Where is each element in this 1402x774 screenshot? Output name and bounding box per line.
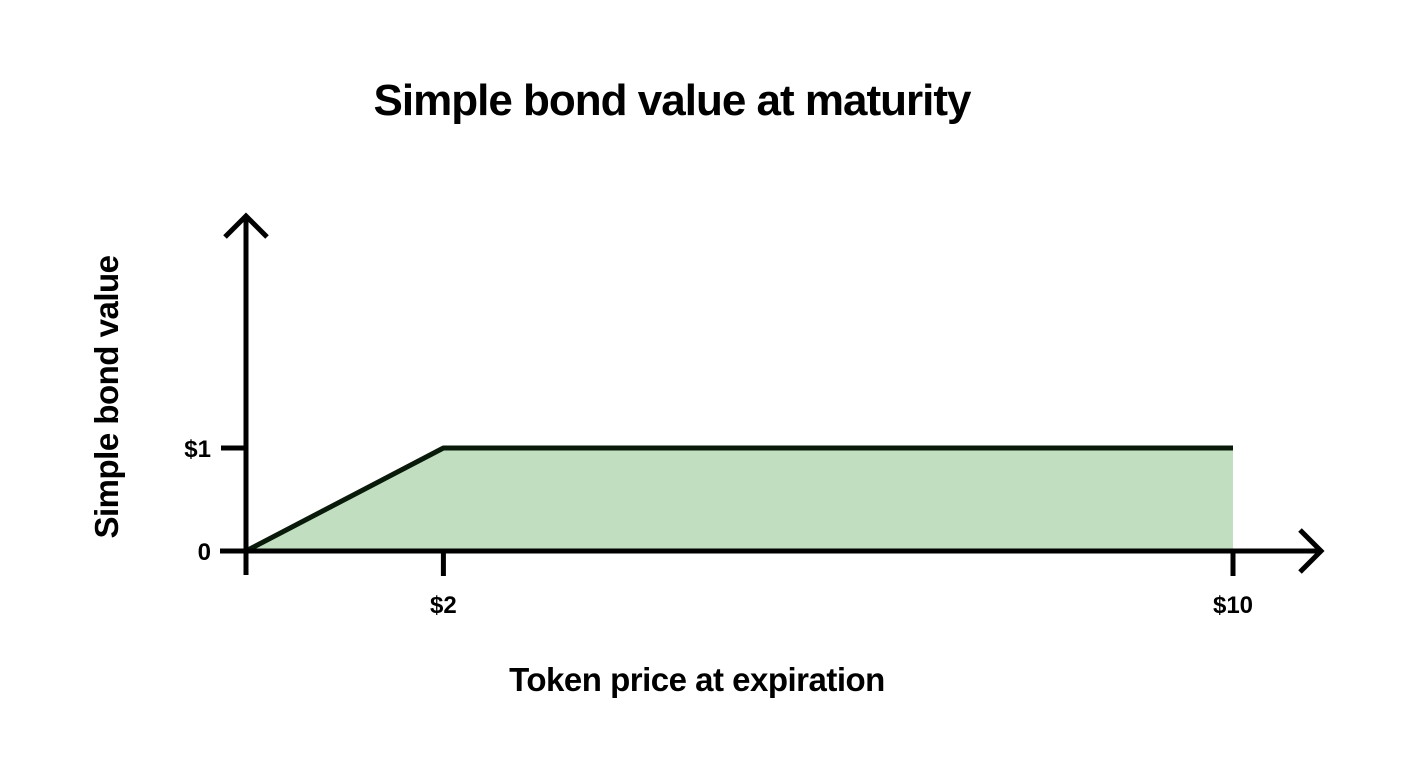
ticks: $2 $10 0 $1 bbox=[184, 436, 1253, 619]
x-axis-arrowhead bbox=[1298, 528, 1325, 574]
x-axis-label: Token price at expiration bbox=[509, 661, 885, 698]
y-tick-label: $1 bbox=[184, 436, 211, 463]
series-line bbox=[244, 445, 1233, 554]
x-tick-label: $2 bbox=[430, 592, 457, 619]
y-axis-arrowhead bbox=[223, 212, 269, 239]
x-tick-label: $10 bbox=[1213, 592, 1253, 619]
y-axis-label: Simple bond value bbox=[88, 255, 125, 538]
chart-title: Simple bond value at maturity bbox=[374, 76, 972, 125]
axes bbox=[220, 212, 1325, 575]
series-area-fill bbox=[246, 448, 1233, 551]
plot-area bbox=[244, 445, 1233, 554]
y-tick-label: 0 bbox=[198, 539, 211, 566]
